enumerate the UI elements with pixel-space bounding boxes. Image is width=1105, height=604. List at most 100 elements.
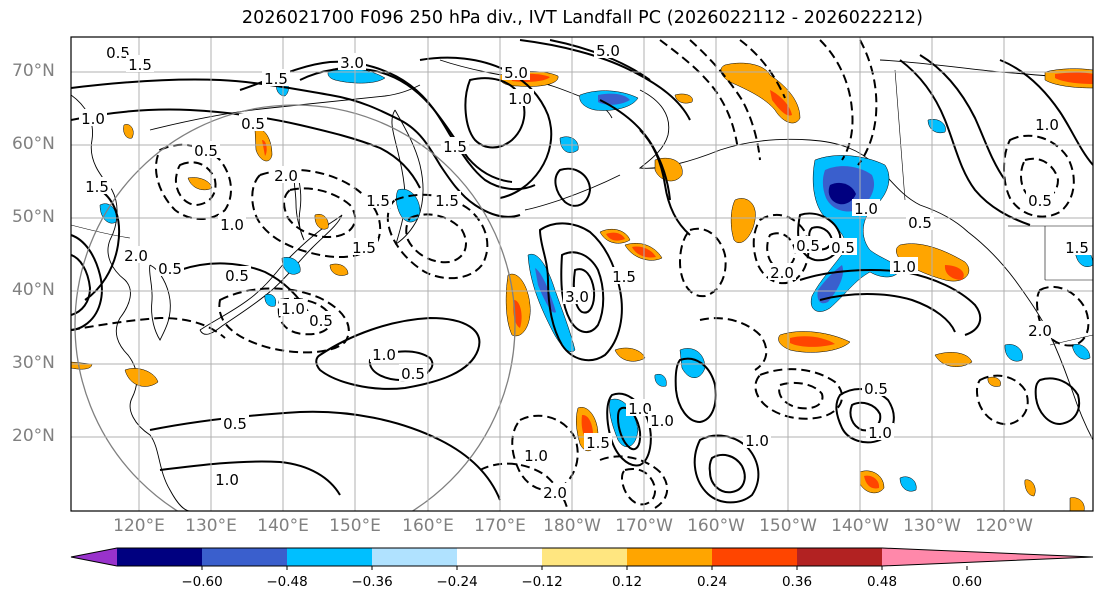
longitude-label: 140°W <box>831 516 889 536</box>
contour-label-background <box>648 411 676 428</box>
contour-label-background <box>594 41 622 58</box>
colorbar-min-extension <box>71 548 117 566</box>
longitude-label: 130°E <box>185 516 237 536</box>
contour-label: 1.0 <box>628 400 652 418</box>
contour-label: 5.0 <box>596 42 620 60</box>
contour-label-background <box>890 257 918 274</box>
contour-negative <box>283 187 357 238</box>
aleutian-islands <box>524 174 621 211</box>
contour-label: 1.5 <box>352 239 376 257</box>
contour-label: 1.5 <box>443 138 467 156</box>
negative-anomaly <box>264 294 276 307</box>
contour-label: 1.0 <box>281 300 305 318</box>
contour-label: 0.5 <box>1028 192 1052 210</box>
positive-anomaly <box>1024 479 1036 497</box>
contour-label: 0.5 <box>225 267 249 285</box>
longitude-label: 150°W <box>759 516 817 536</box>
contour-label-background <box>441 137 469 154</box>
reference-circle <box>74 104 516 511</box>
latitude-label: 50°N <box>12 207 55 227</box>
positive-anomaly-core <box>1055 72 1093 84</box>
contour-label: 2.0 <box>543 484 567 502</box>
east-asia-coastline <box>71 94 191 511</box>
colorbar-tick-label: 0.48 <box>866 574 898 590</box>
contour-negative <box>620 468 657 506</box>
contour-label-background <box>829 238 857 255</box>
contour-negative <box>251 168 382 258</box>
map-title: 2026021700 F096 250 hPa div., IVT Landfa… <box>241 8 924 28</box>
contour-label: 0.5 <box>241 115 265 133</box>
contour-label: 1.0 <box>868 424 892 442</box>
contour-label-background <box>104 43 132 60</box>
contour-label: 0.5 <box>106 44 130 62</box>
negative-anomaly-core <box>598 93 630 105</box>
positive-anomaly-core <box>770 90 792 116</box>
latitude-label: 20°N <box>12 426 55 446</box>
contour-negative <box>479 462 569 511</box>
contour-label: 0.5 <box>401 365 425 383</box>
contour-label-background <box>370 345 398 362</box>
contour-label-background <box>610 267 638 284</box>
contour-negative <box>857 39 878 166</box>
contour-positive <box>464 77 526 149</box>
positive-anomaly <box>730 198 756 244</box>
contour-label-background <box>239 114 267 131</box>
contour-label-background <box>852 199 880 216</box>
colorbar-segment <box>542 548 628 566</box>
longitude-label: 140°E <box>257 516 309 536</box>
colorbar-outline <box>70 547 1094 567</box>
latitude-label: 30°N <box>12 353 55 373</box>
contour-label-background <box>433 191 461 208</box>
contour-label: 1.0 <box>372 346 396 364</box>
coastlines <box>71 59 1093 511</box>
contour-label-background <box>1026 191 1054 208</box>
contour-positive <box>616 406 642 451</box>
positive-anomaly-core <box>790 336 835 347</box>
contour-positive <box>1034 377 1080 426</box>
contour-label: 0.5 <box>158 260 182 278</box>
contour-negative <box>405 213 467 264</box>
colorbar <box>70 547 1094 570</box>
contour-label: 5.0 <box>504 64 528 82</box>
contour-label: 0.5 <box>223 415 247 433</box>
contour-label: 1.0 <box>81 110 105 128</box>
contour-negative <box>689 39 761 161</box>
contour-label-background <box>906 213 934 230</box>
positive-anomaly-core <box>262 140 267 156</box>
contour-negative <box>819 39 854 161</box>
contour-label-background <box>626 399 654 416</box>
longitude-label: 170°E <box>474 516 526 536</box>
contour-label: 1.0 <box>1035 116 1059 134</box>
contour-negative <box>599 455 669 509</box>
contour-label-background <box>262 69 290 86</box>
contour-label-background <box>350 238 378 255</box>
colorbar-tick-label: −0.24 <box>436 574 478 590</box>
colorbar-tick-label: 0.12 <box>611 574 643 590</box>
contour-positive <box>149 410 501 501</box>
contour-label-background <box>1063 238 1091 255</box>
contour-label: 0.5 <box>908 214 932 232</box>
contour-negative <box>739 39 786 99</box>
contour-label-background <box>584 433 612 450</box>
negative-anomaly <box>281 257 301 275</box>
contour-positive <box>538 222 623 362</box>
contour-positive <box>71 78 521 218</box>
contour-label: 1.0 <box>524 447 548 465</box>
contour-label-background <box>1033 115 1061 132</box>
contour-negative <box>754 368 844 420</box>
contour-label-background <box>122 246 150 263</box>
contour-positive <box>674 357 717 424</box>
longitude-label: 130°W <box>903 516 961 536</box>
contour-negative <box>975 374 1029 426</box>
divergence-contours-positive <box>71 39 1093 504</box>
positive-anomaly <box>124 368 159 387</box>
contour-negative <box>1036 285 1090 347</box>
contour-label-background <box>768 263 796 280</box>
contour-labels: 0.51.5 3.05.05.01.0 0.51.51.51.52.00.5 0.51… <box>79 41 1091 502</box>
contour-negative <box>71 316 226 339</box>
contour-label: 2.0 <box>124 247 148 265</box>
positive-anomaly <box>987 376 1001 387</box>
colorbar-tick-label: 0.60 <box>951 574 983 590</box>
